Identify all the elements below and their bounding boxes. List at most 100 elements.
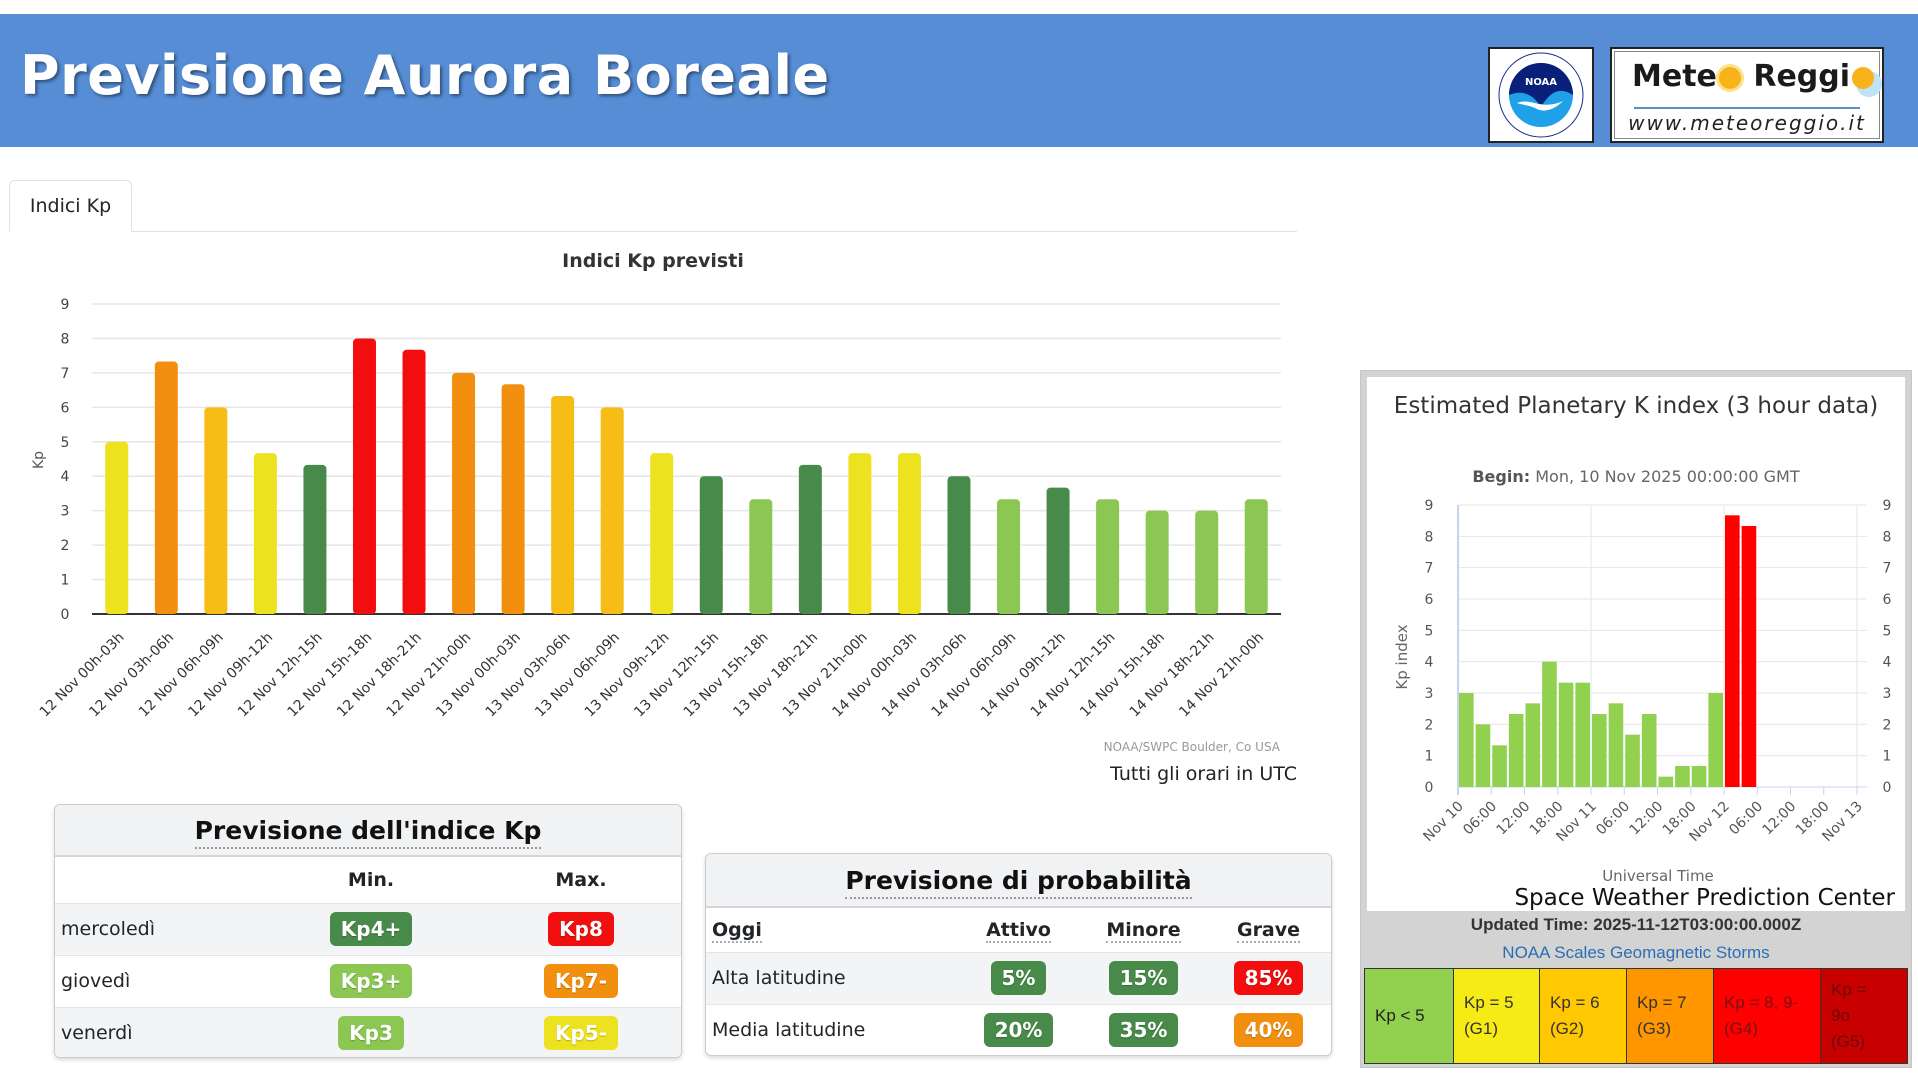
bar <box>749 499 773 614</box>
y-tick-label-right: 2 <box>1883 717 1892 733</box>
bar <box>1641 713 1657 787</box>
tab-divider <box>132 231 1297 232</box>
y-tick-label: 7 <box>61 366 70 382</box>
noaa-logo-text: NOAA <box>1525 77 1557 88</box>
scale-line: (G5) <box>1831 1032 1865 1051</box>
swpc-begin-value: Mon, 10 Nov 2025 00:00:00 GMT <box>1535 467 1800 486</box>
kp-col-min: Min. <box>347 868 395 891</box>
bar <box>1608 703 1624 787</box>
bar <box>1244 499 1268 614</box>
kp-max-badge: Kp7- <box>543 964 619 998</box>
x-tick-label: 13 Nov 18h-21h <box>730 630 821 721</box>
y-axis-label: Kp <box>31 451 47 469</box>
bar <box>1525 703 1541 787</box>
scale-line: Kp = 5 <box>1464 993 1514 1012</box>
kp-forecast-title: Previsione dell'indice Kp <box>55 805 681 857</box>
swpc-x-axis-label: Universal Time <box>1602 867 1714 885</box>
x-tick-label: 13 Nov 15h-18h <box>681 630 772 721</box>
scale-cell: Kp = 9o (G5) <box>1821 969 1907 1063</box>
bar <box>1741 525 1757 787</box>
bar <box>1145 510 1169 614</box>
x-tick-label: 13 Nov 00h-03h <box>433 630 524 721</box>
kp-min-badge: Kp3+ <box>329 964 413 998</box>
chart-source: NOAA/SWPC Boulder, Co USA <box>1103 740 1280 754</box>
bar <box>1096 499 1120 614</box>
x-tick-label: 14 Nov 12h-15h <box>1028 630 1119 721</box>
x-tick-label: 14 Nov 03h-06h <box>879 630 970 721</box>
x-tick-label: 12 Nov 15h-18h <box>284 630 375 721</box>
x-tick-label: 12 Nov 12h-15h <box>235 630 326 721</box>
meteoreggio-logo[interactable]: Mete Reggi www.meteoreggio.it <box>1610 47 1884 143</box>
scale-cell: Kp = 8, 9- (G4) <box>1714 969 1821 1063</box>
swpc-updated-time: Updated Time: 2025-11-12T03:00:00.000Z <box>1470 915 1802 934</box>
kp-col-max: Max. <box>555 868 607 891</box>
latitude-label: Media latitudine <box>706 1003 956 1055</box>
prob-badge: 85% <box>1233 961 1304 995</box>
bar <box>798 464 822 614</box>
meteoreggio-name-part2: Reggi <box>1753 59 1851 94</box>
bar <box>1675 766 1690 787</box>
prob-badge: 15% <box>1108 961 1179 995</box>
bar <box>699 476 723 614</box>
scale-line: (G1) <box>1464 1019 1498 1038</box>
y-tick-label: 2 <box>1425 717 1434 733</box>
bar <box>897 453 921 614</box>
scale-cell: Kp = 6 (G2) <box>1540 969 1627 1063</box>
x-tick-label: 13 Nov 21h-00h <box>780 630 871 721</box>
y-tick-label: 0 <box>61 607 70 623</box>
x-tick-label: 13 Nov 03h-06h <box>483 630 574 721</box>
prob-col-severe: Grave <box>1206 908 1331 952</box>
bar <box>154 361 178 614</box>
scale-line: (G4) <box>1724 1019 1758 1038</box>
y-tick-label: 1 <box>1425 749 1434 765</box>
meteoreggio-name-part1: Mete <box>1632 59 1717 94</box>
x-tick-label: 12 Nov 21h-00h <box>384 630 475 721</box>
x-tick-label: 12 Nov 18h-21h <box>334 630 425 721</box>
x-tick-label: 14 Nov 06h-09h <box>929 630 1020 721</box>
bar <box>1592 713 1607 787</box>
y-tick-label: 5 <box>61 435 70 451</box>
x-tick-label: 14 Nov 18h-21h <box>1127 630 1218 721</box>
scale-line: Kp = 7 <box>1637 993 1687 1012</box>
bar <box>1542 661 1557 787</box>
x-tick-label: Nov 10 <box>1420 799 1466 845</box>
prob-col-severe-text: Grave <box>1236 918 1301 943</box>
bar <box>303 464 327 614</box>
sun-cloud-icon <box>1852 66 1875 89</box>
kp-min-badge: Kp4+ <box>329 912 413 946</box>
prob-col-minor-text: Minore <box>1106 918 1181 943</box>
scale-cell: Kp = 7 (G3) <box>1627 969 1714 1063</box>
noaa-scales-link[interactable]: NOAA Scales Geomagnetic Storms <box>1502 943 1770 962</box>
scale-line: 9o <box>1831 1006 1850 1025</box>
tab-indici-kp[interactable]: Indici Kp <box>9 180 132 232</box>
geomagnetic-scale-legend: Kp < 5 Kp = 5 (G1) Kp = 6 (G2) Kp = 7 (G… <box>1364 968 1908 1064</box>
scale-line: Kp = 8, 9- <box>1724 993 1799 1012</box>
bar <box>1046 487 1070 614</box>
kp-forecast-title-text: Previsione dell'indice Kp <box>194 816 542 849</box>
table-row: Media latitudine 20% 35% 40% <box>706 1003 1331 1055</box>
bar <box>1195 510 1219 614</box>
y-tick-label: 3 <box>61 504 70 520</box>
y-tick-label-right: 6 <box>1883 592 1892 608</box>
scale-line: Kp < 5 <box>1375 1006 1425 1025</box>
day-label: venerdì <box>55 1006 261 1057</box>
y-tick-label-right: 9 <box>1883 498 1892 514</box>
page-header: Previsione Aurora Boreale NOAA Mete Regg… <box>0 14 1918 147</box>
bar <box>1575 682 1590 787</box>
y-tick-label-right: 5 <box>1883 623 1892 639</box>
x-tick-label: 12 Nov 03h-06h <box>86 630 177 721</box>
bar <box>352 338 376 614</box>
scale-cell: Kp < 5 <box>1365 969 1454 1063</box>
swpc-kp-chart: Kp index Universal Time 0 0 1 1 2 2 3 3 4 4 5 5 6 6 7 7… <box>1393 498 1892 885</box>
y-tick-label: 5 <box>1425 623 1434 639</box>
x-tick-label: 14 Nov 15h-18h <box>1077 630 1168 721</box>
probability-forecast-card: Previsione di probabilità Oggi Attivo Mi… <box>705 853 1332 1056</box>
swpc-chart-area: Estimated Planetary K index (3 hour data… <box>1367 377 1905 911</box>
table-row: venerdì Kp3 Kp5- <box>55 1006 681 1057</box>
y-tick-label: 1 <box>61 573 70 589</box>
x-tick-label: 12:00 <box>1626 799 1666 839</box>
scale-line: (G2) <box>1550 1019 1584 1038</box>
noaa-logo[interactable]: NOAA <box>1488 47 1594 143</box>
x-tick-label: 14 Nov 21h-00h <box>1176 630 1267 721</box>
sun-icon <box>1718 66 1741 89</box>
